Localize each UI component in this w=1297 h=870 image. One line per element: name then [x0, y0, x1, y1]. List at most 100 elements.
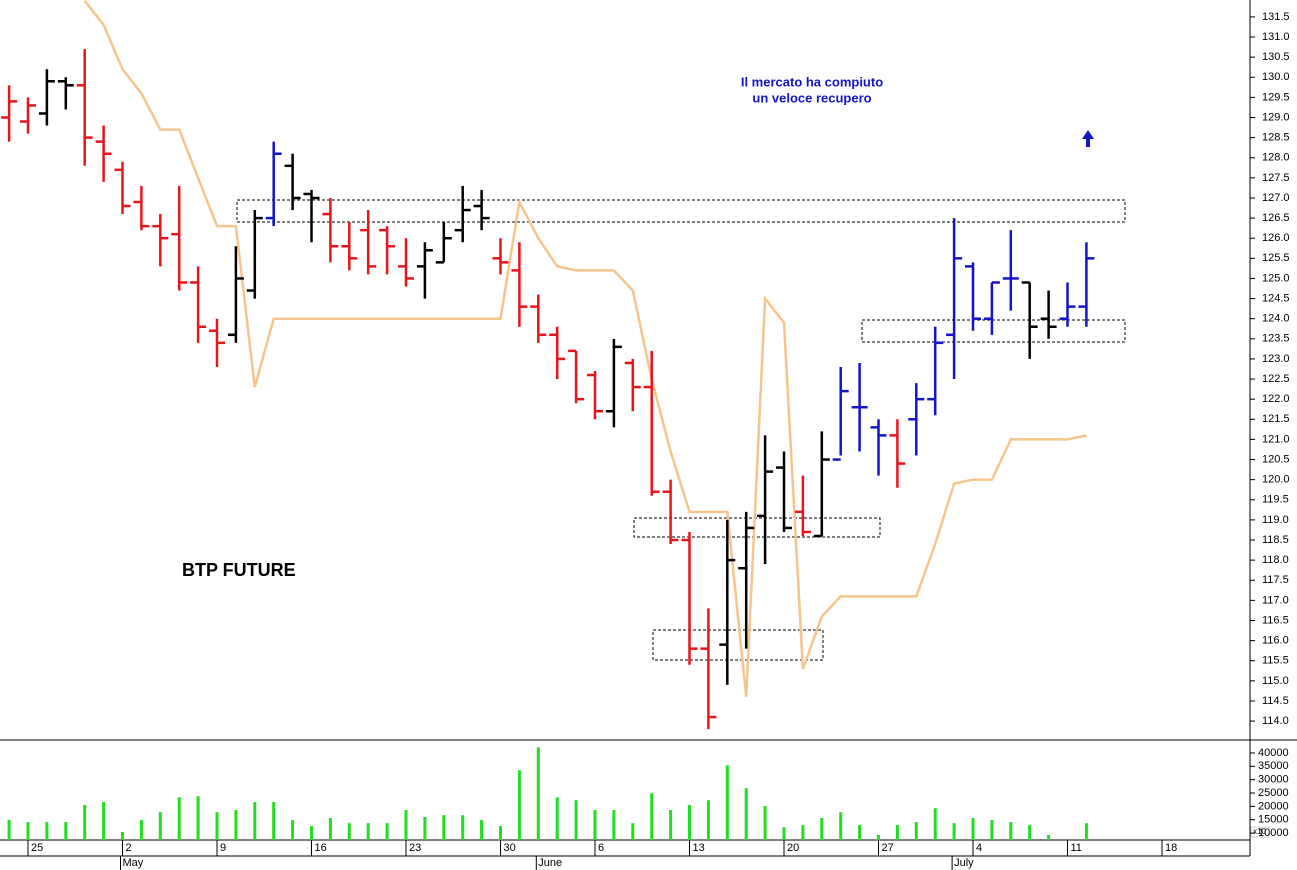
volume-bar — [234, 810, 238, 840]
x-tick-label: 2 — [126, 842, 132, 854]
annotation: Il mercato ha compiuto — [741, 74, 883, 89]
volume-bar — [385, 823, 389, 840]
y-tick-label: 130.0 — [1262, 71, 1290, 83]
y-tick-label: 120.0 — [1262, 474, 1290, 486]
volume-bar — [839, 812, 843, 840]
volume-bar — [64, 822, 68, 840]
volume-bar — [366, 823, 370, 840]
y-tick-label: 115.0 — [1262, 675, 1289, 687]
y-tick-label: 127.5 — [1262, 172, 1290, 184]
volume-bar — [914, 822, 918, 840]
x-tick-label: 13 — [693, 842, 705, 854]
volume-bar — [801, 825, 805, 840]
y-tick-label: 118.5 — [1262, 534, 1289, 546]
volume-bar — [971, 818, 975, 840]
x-tick-label: 30 — [504, 842, 516, 854]
volume-bar — [45, 822, 49, 840]
volume-bar — [158, 812, 162, 840]
y-tick-label: 131.0 — [1262, 31, 1290, 43]
volume-bar — [725, 765, 729, 840]
y-tick-label: 121.0 — [1262, 433, 1290, 445]
volume-bar — [196, 796, 200, 840]
y-tick-label: 128.5 — [1262, 132, 1290, 144]
volume-bar — [536, 747, 540, 840]
volume-bar — [612, 810, 616, 840]
volume-bar — [952, 823, 956, 840]
y-tick-label: 123.0 — [1262, 353, 1290, 365]
volume-bar — [461, 815, 465, 840]
month-label: May — [123, 857, 144, 869]
volume-bar — [1009, 822, 1013, 840]
y-tick-label: 122.0 — [1262, 393, 1290, 405]
y-tick-label: 122.5 — [1262, 373, 1290, 385]
y-tick-label: 115.5 — [1262, 655, 1289, 667]
range-box — [633, 517, 881, 538]
volume-bar — [688, 805, 691, 840]
y-tick-label: 25000 — [1258, 787, 1289, 799]
month-label: June — [538, 857, 562, 869]
y-tick-label: 119.0 — [1262, 514, 1289, 526]
volume-bar — [744, 788, 748, 840]
volume-bar — [555, 797, 559, 840]
volume-bar — [121, 831, 124, 840]
y-tick-label: 129.0 — [1262, 111, 1290, 123]
volume-bar — [328, 818, 332, 840]
y-tick-label: 117.0 — [1262, 594, 1289, 606]
volume-bar — [499, 826, 502, 840]
volume-bar — [310, 826, 313, 840]
y-tick-label: 125.5 — [1262, 252, 1290, 264]
volume-bar — [215, 812, 219, 840]
x-tick-label: 6 — [598, 842, 604, 854]
y-tick-label: 123.5 — [1262, 333, 1290, 345]
volume-bar — [177, 797, 181, 840]
up-arrow — [1082, 130, 1094, 147]
volume-bar — [272, 802, 276, 840]
stop-line — [83, 0, 1087, 698]
volume-bar — [7, 819, 11, 840]
y-tick-label: 130.5 — [1262, 51, 1290, 63]
y-tick-label: 20000 — [1258, 800, 1289, 812]
y-tick-label: 119.5 — [1262, 494, 1289, 506]
y-tick-label: 116.5 — [1262, 614, 1289, 626]
y-tick-label: 114.5 — [1262, 695, 1289, 707]
x-tick-label: 18 — [1165, 842, 1177, 854]
y-tick-label: 128.0 — [1262, 152, 1290, 164]
volume-bar — [517, 770, 521, 840]
x-tick-label: 4 — [976, 842, 982, 854]
y-tick-label: 118.0 — [1262, 554, 1289, 566]
x-tick-label: 9 — [220, 842, 226, 854]
x-tick-label: 20 — [787, 842, 799, 854]
volume-bar — [763, 806, 767, 840]
volume-bar — [442, 815, 446, 840]
volume-bar — [1084, 823, 1088, 840]
volume-bar — [706, 800, 710, 840]
volume-bar — [83, 805, 87, 840]
volume-bar — [26, 822, 30, 840]
y-tick-label: 127.0 — [1262, 192, 1290, 204]
volume-bar — [574, 800, 578, 840]
annotation: un veloce recupero — [752, 90, 871, 105]
volume-bar — [593, 810, 597, 840]
volume-bar — [1047, 834, 1051, 840]
y-tick-label: 30000 — [1258, 774, 1289, 786]
volume-bar — [820, 818, 824, 840]
y-tick-label: 126.0 — [1262, 232, 1290, 244]
volume-bar — [990, 819, 994, 840]
y-tick-label: 121.5 — [1262, 413, 1290, 425]
y-tick-label: 125.0 — [1262, 272, 1290, 284]
boxes — [236, 199, 1126, 661]
volume-bar — [139, 819, 143, 840]
y-tick-label: 126.5 — [1262, 212, 1290, 224]
y-tick-label: 120.5 — [1262, 453, 1290, 465]
volume-bar — [480, 819, 484, 840]
y-tick-label: 124.5 — [1262, 292, 1290, 304]
volume-bar — [347, 823, 351, 840]
volume-bar — [933, 808, 937, 840]
month-label: July — [954, 857, 974, 869]
y-tick-label: 40000 — [1258, 747, 1289, 759]
y-tick-label: 116.0 — [1262, 635, 1289, 647]
x-tick-label: 25 — [31, 842, 43, 854]
multiplier-box — [1250, 826, 1270, 838]
y-tick-label: 114.0 — [1262, 715, 1289, 727]
